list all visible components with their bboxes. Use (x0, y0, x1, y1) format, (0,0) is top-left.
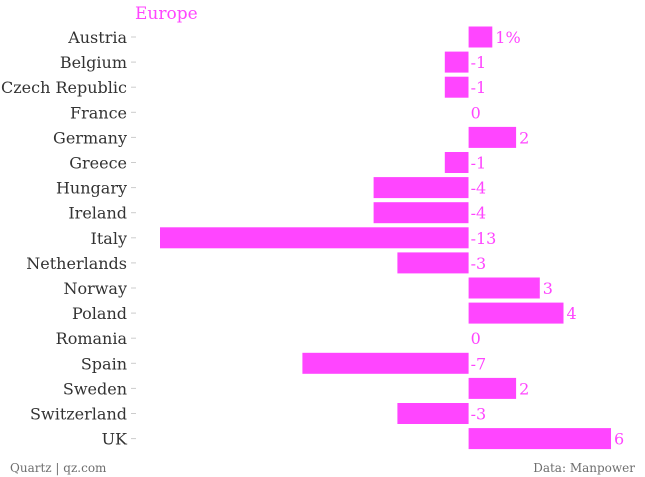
category-label-austria: Austria (67, 28, 127, 47)
bar-greece (444, 152, 469, 173)
bar-ireland (373, 202, 469, 224)
category-label-romania: Romania (56, 329, 128, 348)
value-label-sweden: 2 (519, 379, 529, 398)
bar-poland (468, 302, 564, 324)
bar-italy (160, 227, 469, 249)
bar-czech-republic (444, 76, 469, 98)
value-label-spain: -7 (471, 354, 487, 373)
bar-spain (302, 352, 469, 374)
value-label-uk: 6 (614, 430, 624, 449)
category-label-switzerland: Switzerland (30, 405, 127, 424)
category-label-spain: Spain (81, 354, 127, 373)
bar-netherlands (397, 252, 469, 274)
bars-layer: Austria 1% Belgium -1 Czech Republic -1 France… (1, 26, 624, 450)
category-label-germany: Germany (53, 128, 127, 147)
category-label-greece: Greece (69, 154, 127, 173)
bar-sweden (468, 377, 517, 399)
value-label-switzerland: -3 (471, 405, 487, 424)
value-label-italy: -13 (471, 229, 497, 248)
value-label-france: 0 (471, 103, 481, 122)
category-label-uk: UK (102, 430, 128, 449)
value-label-germany: 2 (519, 128, 529, 147)
value-label-austria: 1% (495, 28, 520, 47)
category-label-ireland: Ireland (68, 204, 127, 223)
value-label-norway: 3 (543, 279, 553, 298)
data-source: Data: Manpower (533, 461, 635, 475)
category-label-hungary: Hungary (56, 179, 127, 198)
value-label-greece: -1 (471, 154, 487, 173)
bar-germany (468, 126, 517, 148)
value-label-czech-republic: -1 (471, 78, 487, 97)
value-label-ireland: -4 (471, 204, 487, 223)
category-label-belgium: Belgium (60, 53, 127, 72)
category-label-poland: Poland (72, 304, 127, 323)
category-label-czech-republic: Czech Republic (1, 78, 127, 97)
value-label-hungary: -4 (471, 179, 487, 198)
bar-uk (468, 428, 611, 450)
value-label-netherlands: -3 (471, 254, 487, 273)
bar-austria (468, 26, 493, 48)
bar-switzerland (397, 403, 469, 424)
category-label-sweden: Sweden (63, 379, 127, 398)
value-label-poland: 4 (567, 304, 577, 323)
chart-title: Europe (135, 4, 198, 24)
bar-belgium (444, 51, 469, 73)
source-credit: Quartz | qz.com (10, 461, 107, 475)
category-label-netherlands: Netherlands (26, 254, 127, 273)
category-label-france: France (70, 103, 127, 122)
bar-hungary (373, 177, 469, 199)
category-label-norway: Norway (63, 279, 127, 298)
value-label-belgium: -1 (471, 53, 487, 72)
category-label-italy: Italy (91, 229, 127, 248)
value-label-romania: 0 (471, 329, 481, 348)
bar-norway (468, 277, 540, 299)
